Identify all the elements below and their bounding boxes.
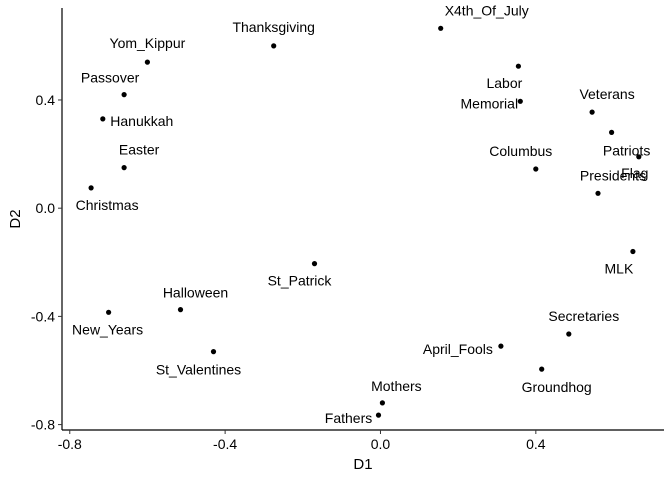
data-point-x4th-of-july [438,25,444,31]
data-point-st-patrick [311,261,318,267]
point-label-x4th-of-july: X4th_Of_July [445,2,529,18]
point-label-groundhog: Groundhog [522,379,592,395]
y-axis-title: D2 [7,209,24,228]
point-label-april-fools: April_Fools [423,341,493,357]
data-point-easter [121,165,127,171]
data-point-christmas [88,185,94,191]
data-point-hanukkah [100,116,106,122]
data-point-secretaries [566,331,572,337]
point-label-halloween: Halloween [163,285,228,301]
point-label-yom-kippur: Yom_Kippur [110,35,186,51]
data-point-april-fools [498,343,504,349]
point-label-new-years: New_Years [72,321,143,337]
point-label-thanksgiving: Thanksgiving [232,19,315,35]
point-label-christmas: Christmas [76,197,139,213]
y-tick-label: -0.8 [31,417,55,433]
y-tick-label: 0.0 [36,200,56,216]
x-tick-label: -0.4 [213,436,237,452]
point-label-labor: Labor [486,75,522,91]
point-label-presidents: Presidents [580,167,646,183]
point-label-passover: Passover [81,70,140,86]
y-tick-label: 0.4 [36,92,56,108]
x-tick-label: -0.8 [58,436,82,452]
y-axis-ticks: 0.4 0.0 -0.4 -0.8 [31,92,62,433]
point-label-fathers: Fathers [325,410,372,426]
point-label-flag: Flag [621,165,648,181]
data-point-passover [121,92,127,98]
data-point-labor [515,63,522,69]
point-label-patriots: Patriots [603,142,650,158]
data-point-mlk [630,248,636,255]
point-label-columbus: Columbus [489,143,552,159]
point-label-easter: Easter [119,142,160,158]
x-axis-title: D1 [353,456,372,473]
data-point-veterans [589,109,595,115]
point-label-mothers: Mothers [371,378,422,394]
axes: -0.8 -0.4 0.0 0.4 0.4 0.0 -0.4 -0.8 [31,8,664,452]
point-label-memorial: Memorial [461,95,519,111]
point-label-st-patrick: St_Patrick [268,273,333,289]
data-point-columbus [533,166,539,172]
data-point-patriots [609,129,615,135]
x-tick-label: 0.4 [526,436,546,452]
data-point-flag [636,154,642,160]
data-point-groundhog [539,366,545,372]
y-tick-label: -0.4 [31,308,55,324]
data-point-halloween [177,307,184,313]
x-tick-label: 0.0 [371,436,391,452]
data-point-mothers [379,400,385,406]
point-label-veterans: Veterans [579,86,634,102]
point-label-st-valentines: St_Valentines [156,362,241,378]
data-point-st-valentines [210,349,217,355]
data-point-yom-kippur [144,59,150,65]
data-point-thanksgiving [271,43,277,49]
point-label-hanukkah: Hanukkah [110,113,173,129]
point-label-mlk: MLK [605,261,634,277]
data-point-fathers [375,412,382,418]
data-point-memorial [517,98,523,104]
data-point-presidents [595,190,601,196]
data-point-new-years [106,309,112,315]
plot-marks: X4th_Of_July Thanksgiving Yom_Kippur Labor P… [72,2,650,426]
x-axis-ticks: -0.8 -0.4 0.0 0.4 [58,430,546,452]
point-label-secretaries: Secretaries [548,308,619,324]
